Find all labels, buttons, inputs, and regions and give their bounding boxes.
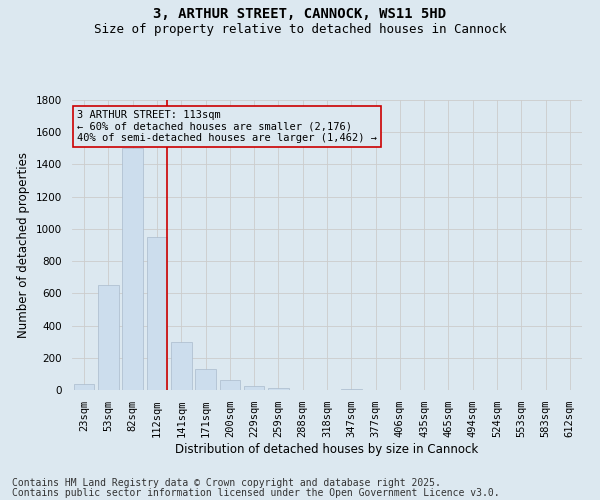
Bar bbox=[244, 386, 265, 390]
Bar bbox=[268, 388, 289, 390]
X-axis label: Distribution of detached houses by size in Cannock: Distribution of detached houses by size … bbox=[175, 443, 479, 456]
Bar bbox=[146, 237, 167, 390]
Bar bbox=[171, 342, 191, 390]
Text: Size of property relative to detached houses in Cannock: Size of property relative to detached ho… bbox=[94, 22, 506, 36]
Y-axis label: Number of detached properties: Number of detached properties bbox=[17, 152, 31, 338]
Bar bbox=[220, 380, 240, 390]
Text: Contains HM Land Registry data © Crown copyright and database right 2025.: Contains HM Land Registry data © Crown c… bbox=[12, 478, 441, 488]
Bar bbox=[122, 148, 143, 390]
Bar bbox=[74, 384, 94, 390]
Text: Contains public sector information licensed under the Open Government Licence v3: Contains public sector information licen… bbox=[12, 488, 500, 498]
Bar bbox=[195, 369, 216, 390]
Bar bbox=[341, 389, 362, 390]
Bar bbox=[98, 286, 119, 390]
Text: 3 ARTHUR STREET: 113sqm
← 60% of detached houses are smaller (2,176)
40% of semi: 3 ARTHUR STREET: 113sqm ← 60% of detache… bbox=[77, 110, 377, 143]
Text: 3, ARTHUR STREET, CANNOCK, WS11 5HD: 3, ARTHUR STREET, CANNOCK, WS11 5HD bbox=[154, 8, 446, 22]
